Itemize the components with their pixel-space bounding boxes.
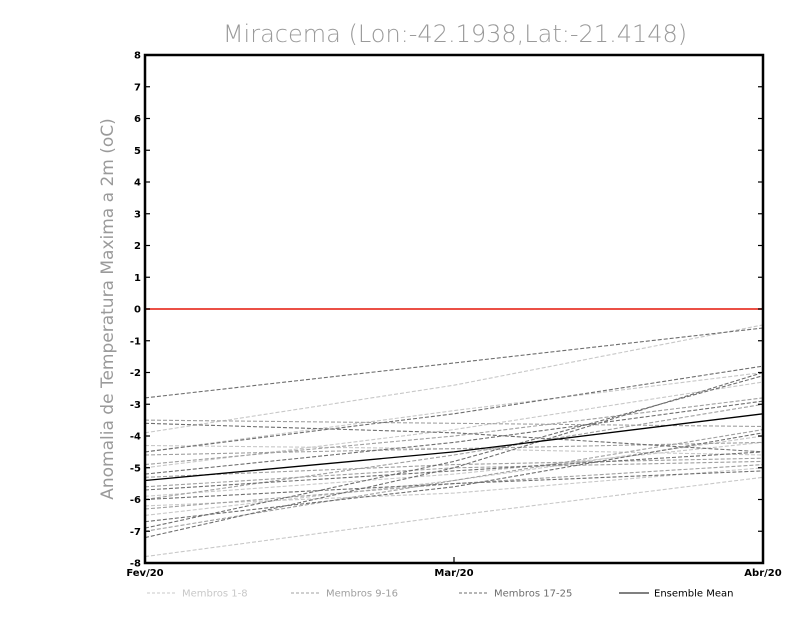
y-tick-label: 7 <box>134 82 141 93</box>
y-tick-label: -2 <box>130 368 141 379</box>
member-line-16 <box>144 464 764 510</box>
member-line-13 <box>144 429 764 532</box>
member-line-23 <box>144 422 764 453</box>
y-tick-label: 8 <box>134 51 141 62</box>
ensemble-mean-line <box>144 413 764 482</box>
member-line-12 <box>144 419 764 428</box>
y-tick-label: 3 <box>134 209 141 220</box>
y-tick-label: -8 <box>130 559 141 570</box>
member-line-1 <box>144 476 764 558</box>
legend-label: Membros 1-8 <box>182 589 248 600</box>
x-tick-label: Mar/20 <box>434 568 473 579</box>
y-tick-label: 6 <box>134 114 141 125</box>
y-tick-label: 0 <box>134 305 141 316</box>
member-line-9 <box>144 403 764 501</box>
y-tick-label: 4 <box>134 178 141 189</box>
y-tick-label: -7 <box>130 527 141 538</box>
member-line-18 <box>144 371 764 539</box>
y-tick-label: 1 <box>134 273 141 284</box>
member-line-24 <box>144 375 764 529</box>
y-tick-label: 5 <box>134 146 141 157</box>
chart-title: Miracema (Lon:-42.1938,Lat:-21.4148) <box>223 20 687 48</box>
y-axis-label: Anomalia de Temperatura Maxima a 2m (oC) <box>98 118 118 500</box>
member-line-25 <box>144 470 764 501</box>
member-line-8 <box>144 435 764 516</box>
x-tick-label: Abr/20 <box>744 568 781 579</box>
legend-label: Membros 17-25 <box>494 589 572 600</box>
member-line-15 <box>144 457 764 478</box>
legend-label: Membros 9-16 <box>326 589 398 600</box>
y-tick-label: 2 <box>134 241 141 252</box>
y-tick-label: -4 <box>130 432 141 443</box>
member-line-19 <box>144 365 764 453</box>
y-tick-label: -6 <box>130 495 141 506</box>
series-layer <box>144 324 764 558</box>
legend: Membros 1-8 Membros 9-16 Membros 17-25 Ense… <box>147 589 733 600</box>
x-tick-label: Fev/20 <box>126 568 163 579</box>
member-line-14 <box>144 397 764 466</box>
y-tick-label: -3 <box>130 400 141 411</box>
member-line-4 <box>144 441 764 497</box>
member-line-11 <box>144 460 764 488</box>
member-line-10 <box>144 441 764 456</box>
member-line-21 <box>144 432 764 523</box>
legend-label: Ensemble Mean <box>654 589 733 600</box>
member-line-22 <box>144 400 764 475</box>
y-tick-label: -1 <box>130 336 141 347</box>
member-line-2 <box>144 324 764 434</box>
y-tick-label: -5 <box>130 463 141 474</box>
member-line-5 <box>144 467 764 507</box>
member-line-20 <box>144 451 764 491</box>
member-line-3 <box>144 371 764 453</box>
member-line-17 <box>144 327 764 399</box>
